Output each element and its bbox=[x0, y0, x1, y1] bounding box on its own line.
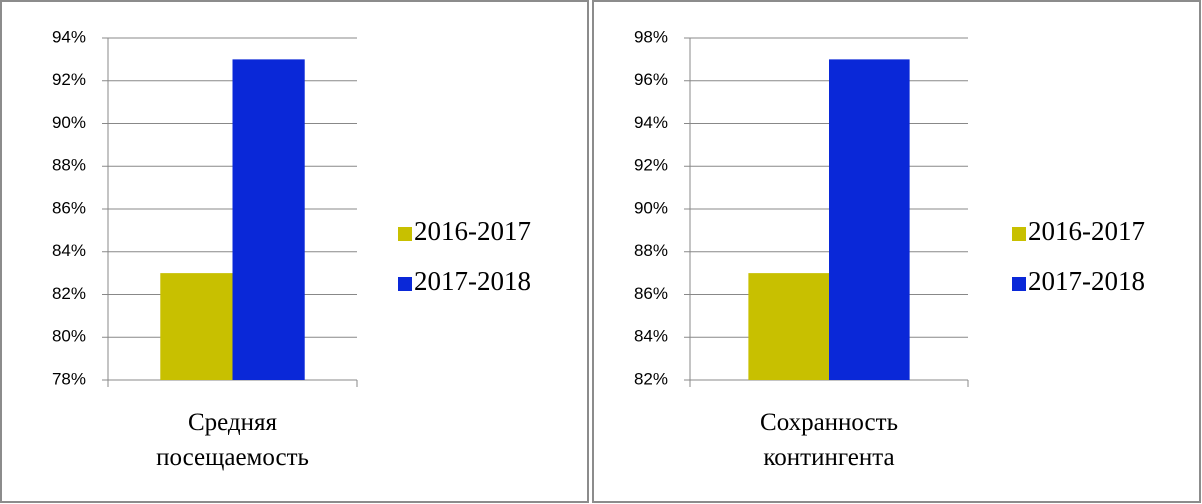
y-tick-label: 92% bbox=[52, 70, 86, 89]
y-tick-label: 86% bbox=[634, 284, 668, 303]
legend-swatch bbox=[1012, 277, 1026, 291]
panel-border bbox=[0, 0, 589, 503]
legend-label: 2016-2017 bbox=[1028, 216, 1145, 246]
bar bbox=[829, 59, 910, 380]
y-tick-label: 94% bbox=[634, 113, 668, 132]
legend-swatch bbox=[398, 227, 412, 241]
bar bbox=[748, 273, 829, 380]
legend-swatch bbox=[1012, 227, 1026, 241]
x-label-box: Сохранность контингента bbox=[760, 409, 898, 471]
legend-label: 2016-2017 bbox=[414, 216, 531, 246]
y-tick-label: 78% bbox=[52, 369, 86, 388]
legend-label: 2017-2018 bbox=[1028, 266, 1145, 296]
y-tick-label: 82% bbox=[634, 369, 668, 388]
x-tick-label: Сохранность контингента bbox=[760, 409, 898, 471]
y-tick-label: 80% bbox=[52, 327, 86, 346]
y-tick-label: 88% bbox=[52, 156, 86, 175]
y-tick-label: 86% bbox=[52, 198, 86, 217]
bar bbox=[232, 59, 305, 380]
legend-label: 2017-2018 bbox=[414, 266, 531, 296]
y-tick-label: 90% bbox=[634, 198, 668, 217]
y-tick-label: 98% bbox=[634, 27, 668, 46]
panel-border bbox=[592, 0, 1201, 503]
y-tick-label: 94% bbox=[52, 27, 86, 46]
x-label-box: Средняя посещаемость bbox=[156, 409, 309, 471]
legend-swatch bbox=[398, 277, 412, 291]
y-tick-label: 82% bbox=[52, 284, 86, 303]
bar bbox=[160, 273, 233, 380]
y-tick-label: 88% bbox=[634, 241, 668, 260]
y-tick-label: 90% bbox=[52, 113, 86, 132]
y-tick-label: 96% bbox=[634, 70, 668, 89]
y-tick-label: 92% bbox=[634, 156, 668, 175]
y-tick-label: 84% bbox=[634, 327, 668, 346]
x-tick-label: Средняя посещаемость bbox=[156, 409, 309, 471]
y-tick-label: 84% bbox=[52, 241, 86, 260]
